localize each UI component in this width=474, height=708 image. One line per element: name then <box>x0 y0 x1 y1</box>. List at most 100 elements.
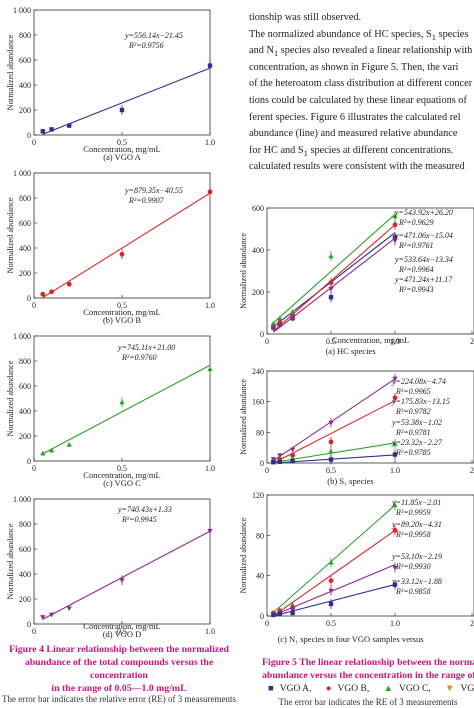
panel-sublabel: (b) VGO B <box>103 315 141 325</box>
x-axis-label: Concentration, mg/mL <box>83 470 160 480</box>
chart-4b: 0 200 400 600 800 1 000 0 0.5 1.0 Normalized abun… <box>6 169 215 325</box>
y-tick-label: 1 000 <box>13 495 31 504</box>
y-tick-label: 200 <box>19 106 31 115</box>
y-tick-label: 0 <box>27 294 31 303</box>
x-tick-label: 2 <box>470 466 474 475</box>
data-point <box>328 286 334 292</box>
legend-item-vgo-a: ■ VGO A, <box>268 684 317 694</box>
x-tick-label: 1.0 <box>390 619 400 628</box>
data-point <box>277 323 283 328</box>
x-tick-label: 1.0 <box>205 627 215 636</box>
data-point <box>392 582 398 587</box>
data-point <box>207 63 213 68</box>
equation-label: y=740.43x+1.33 <box>117 505 172 514</box>
body-text-segment: tionship was still observed. <box>249 12 362 23</box>
x-tick-label: 0.5 <box>117 301 127 310</box>
y-axis-label: Normalized abundance <box>6 197 15 273</box>
legend-label: VGO D, <box>460 684 474 694</box>
data-point <box>290 458 295 464</box>
caption-line: in the range of 0.05—1.0 mg/mL <box>51 683 187 694</box>
caption-line: Figure 4 Linear relationship between the… <box>9 644 229 655</box>
y-tick-label: 600 <box>252 204 264 213</box>
panel-sublabel: (c) VGO C <box>103 478 141 488</box>
plot-frame <box>266 494 474 617</box>
data-point <box>40 291 46 297</box>
r-squared-label: R²=0.9943 <box>398 285 434 294</box>
x-tick-label: 1.0 <box>205 138 215 147</box>
r-squared-label: R²=0.9945 <box>121 515 157 524</box>
equation-label: y=471.24x+11.17 <box>394 275 453 284</box>
r-squared-label: R²=0.9760 <box>121 353 157 362</box>
y-tick-label: 80 <box>256 531 264 540</box>
body-text-segment: calculated results were consistent with … <box>249 161 465 173</box>
y-axis-label: Normalized abundance <box>6 360 15 436</box>
data-point <box>119 107 125 113</box>
body-line: ferent species. Figure 6 illustrates the… <box>249 110 474 127</box>
body-line: of the heteroatom class distribution at … <box>249 76 474 93</box>
data-point <box>392 502 398 508</box>
data-point <box>277 611 282 617</box>
body-text-segment: concentration, as shown in Figure 5. The… <box>249 61 459 73</box>
fit-line <box>273 400 396 464</box>
figure-4-column: 0 200 400 600 800 1 000 0 0.5 1.0 Normalized abun… <box>6 6 215 639</box>
data-point <box>67 123 72 128</box>
x-tick-label: 0 <box>265 466 269 475</box>
data-point <box>207 189 213 195</box>
r-squared-label: R²=0.9959 <box>395 508 431 517</box>
panel-sublabel: (d) VGO D <box>103 629 142 639</box>
x-tick-label: 2 <box>470 619 474 628</box>
x-tick-label: 1.0 <box>390 337 400 346</box>
data-point <box>207 528 213 534</box>
y-tick-label: 600 <box>19 382 31 391</box>
chart-4d: 0 200 400 600 800 1 000 0 0.5 1.0 Normalized abun… <box>6 495 215 639</box>
data-point <box>328 253 334 259</box>
data-point <box>328 601 334 607</box>
x-tick-label: 0.5 <box>326 619 336 628</box>
x-tick-label: 0.5 <box>117 464 127 473</box>
figure-5-legend: ■ VGO A, ● VGO B, ▲ VGO C, ▼ VGO D, <box>268 684 474 694</box>
chart-5a: 0 200 400 600 0 0.5 1.0 2 Normalized abundance Co… <box>240 204 474 356</box>
panel-sublabel: (b) S₁ species <box>327 476 373 486</box>
triangle-down-marker-icon: ▼ <box>445 684 455 694</box>
data-point <box>49 289 54 295</box>
y-tick-label: 400 <box>19 81 31 90</box>
data-point <box>290 602 296 607</box>
y-tick-label: 600 <box>19 545 31 554</box>
fit-line <box>273 564 396 617</box>
data-point <box>328 588 334 594</box>
data-point <box>119 251 125 257</box>
data-point <box>49 447 55 453</box>
data-point <box>328 448 334 454</box>
r-squared-label: R²=0.9782 <box>395 407 431 416</box>
plot-frame <box>33 9 211 136</box>
r-squared-label: R²=0.9958 <box>395 530 431 539</box>
y-tick-label: 40 <box>256 572 264 581</box>
legend-label: VGO C, <box>399 684 431 694</box>
data-point <box>328 559 334 565</box>
x-tick-label: 0 <box>32 464 36 473</box>
body-line: and N1 species also revealed a linear re… <box>249 43 474 60</box>
y-tick-label: 400 <box>19 570 31 579</box>
y-tick-label: 240 <box>252 367 264 376</box>
body-line: for HC and S1 species at different conce… <box>249 143 474 160</box>
y-tick-label: 800 <box>19 194 31 203</box>
data-point <box>207 366 213 372</box>
r-squared-label: R²=0.9907 <box>128 196 165 205</box>
figure-4-caption: Figure 4 Linear relationship between the… <box>0 643 238 695</box>
panel-sublabel: (c) N₁ species in four VGO samples versu… <box>277 634 423 644</box>
subscript: 1 <box>303 147 308 158</box>
body-line: calculated results were consistent with … <box>249 159 474 176</box>
y-tick-label: 0 <box>260 330 264 339</box>
data-point <box>66 441 72 447</box>
y-tick-label: 400 <box>19 407 31 416</box>
panel-sublabel: (a) HC species <box>325 346 375 356</box>
plot-frame <box>266 207 474 335</box>
y-tick-label: 1 000 <box>13 169 31 178</box>
data-point <box>290 309 296 314</box>
equation-label: y=879.35x−40.55 <box>124 186 183 195</box>
equation-label: y=533.64x−13.34 <box>394 255 453 264</box>
equation-label: y=543.92x+26.20 <box>394 208 453 217</box>
panel-sublabel: (a) VGO A <box>103 152 141 162</box>
y-tick-label: 600 <box>19 56 31 65</box>
